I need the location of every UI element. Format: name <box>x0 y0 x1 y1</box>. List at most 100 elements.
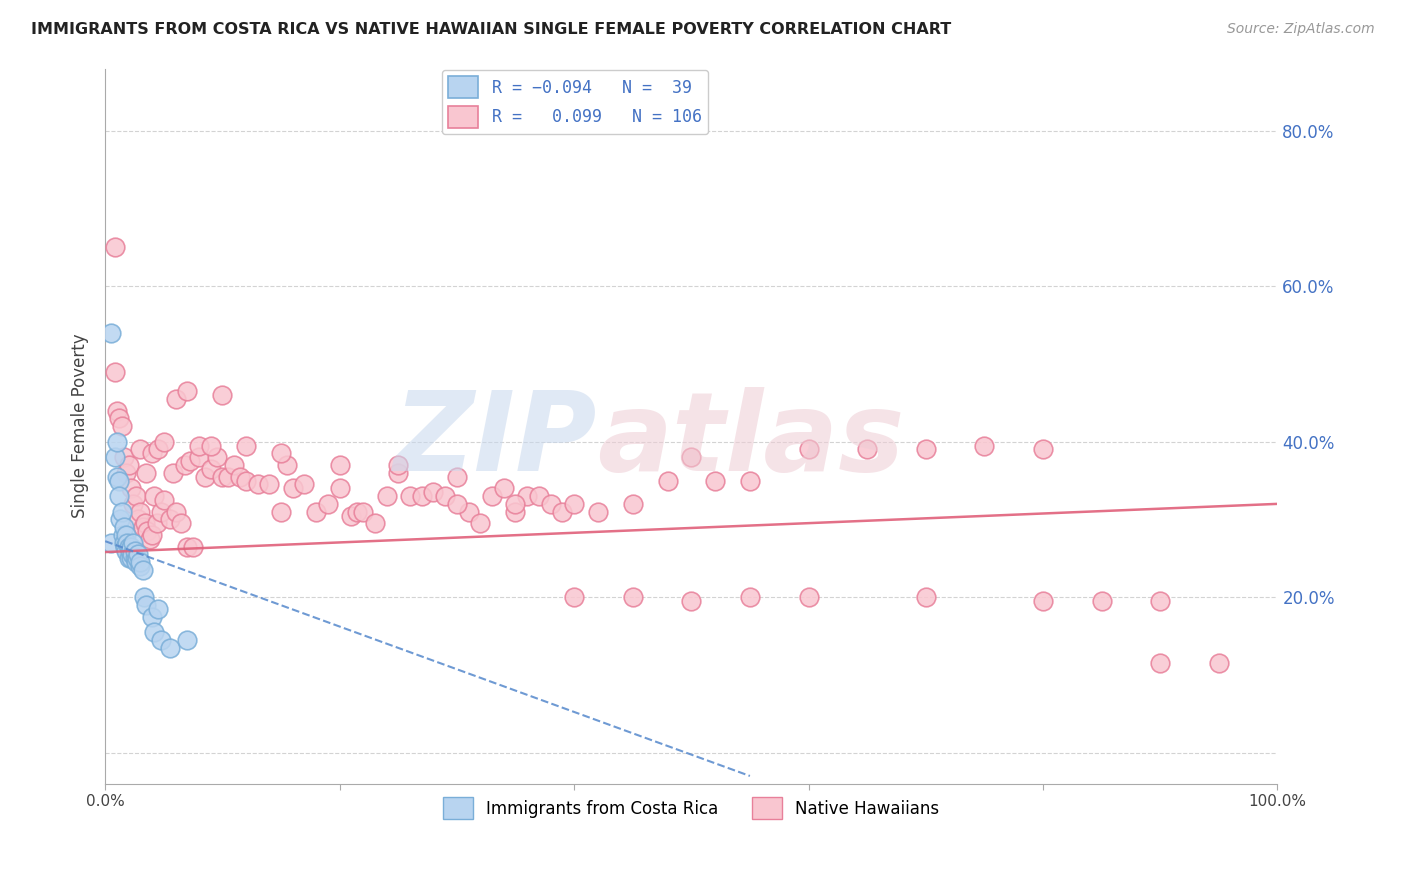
Point <box>527 489 550 503</box>
Point <box>118 458 141 472</box>
Point <box>118 543 141 558</box>
Point <box>120 551 142 566</box>
Point <box>856 442 879 457</box>
Point <box>115 543 138 558</box>
Point <box>200 439 222 453</box>
Point <box>562 497 585 511</box>
Point <box>117 535 139 549</box>
Point <box>122 497 145 511</box>
Text: IMMIGRANTS FROM COSTA RICA VS NATIVE HAWAIIAN SINGLE FEMALE POVERTY CORRELATION : IMMIGRANTS FROM COSTA RICA VS NATIVE HAW… <box>31 22 952 37</box>
Point <box>146 442 169 457</box>
Point <box>112 520 135 534</box>
Point <box>316 497 339 511</box>
Point <box>973 439 995 453</box>
Point <box>159 512 181 526</box>
Point <box>141 528 163 542</box>
Point <box>270 446 292 460</box>
Point <box>118 551 141 566</box>
Point <box>120 481 142 495</box>
Point <box>621 590 644 604</box>
Point <box>174 458 197 472</box>
Point <box>179 454 201 468</box>
Point <box>346 505 368 519</box>
Point <box>104 365 127 379</box>
Point <box>1208 657 1230 671</box>
Point <box>551 505 574 519</box>
Point <box>143 489 166 503</box>
Point <box>105 403 128 417</box>
Point <box>125 489 148 503</box>
Point <box>1090 594 1112 608</box>
Point <box>434 489 457 503</box>
Point <box>329 481 352 495</box>
Point <box>657 474 679 488</box>
Point <box>211 388 233 402</box>
Point <box>1032 594 1054 608</box>
Point <box>114 540 136 554</box>
Point <box>540 497 562 511</box>
Point <box>217 469 239 483</box>
Point <box>422 485 444 500</box>
Point <box>129 555 152 569</box>
Point <box>100 535 122 549</box>
Point <box>340 508 363 523</box>
Point <box>124 543 146 558</box>
Point <box>132 520 155 534</box>
Point <box>112 450 135 465</box>
Point <box>127 512 149 526</box>
Point <box>188 439 211 453</box>
Point <box>211 469 233 483</box>
Point <box>176 540 198 554</box>
Point <box>135 598 157 612</box>
Point <box>305 505 328 519</box>
Point <box>129 559 152 574</box>
Point <box>120 540 142 554</box>
Point <box>100 326 122 340</box>
Point <box>118 540 141 554</box>
Point <box>235 474 257 488</box>
Point <box>165 392 187 406</box>
Point <box>281 481 304 495</box>
Point <box>115 528 138 542</box>
Point <box>176 632 198 647</box>
Point <box>110 512 132 526</box>
Text: atlas: atlas <box>598 387 905 494</box>
Point <box>136 524 159 538</box>
Point <box>150 505 173 519</box>
Point <box>352 505 374 519</box>
Point <box>176 384 198 399</box>
Point <box>143 625 166 640</box>
Point <box>387 466 409 480</box>
Point <box>135 466 157 480</box>
Point <box>446 469 468 483</box>
Point <box>111 528 134 542</box>
Point <box>181 540 204 554</box>
Point <box>797 442 820 457</box>
Point <box>105 469 128 483</box>
Point <box>235 439 257 453</box>
Point <box>132 590 155 604</box>
Point <box>129 505 152 519</box>
Point <box>105 434 128 449</box>
Point <box>621 497 644 511</box>
Point <box>141 609 163 624</box>
Point <box>738 474 761 488</box>
Point <box>411 489 433 503</box>
Point <box>159 640 181 655</box>
Point <box>329 458 352 472</box>
Point <box>104 450 127 465</box>
Point <box>914 590 936 604</box>
Point <box>146 602 169 616</box>
Point <box>125 555 148 569</box>
Point <box>194 469 217 483</box>
Point <box>125 551 148 566</box>
Point <box>259 477 281 491</box>
Point <box>112 535 135 549</box>
Point <box>121 548 143 562</box>
Point <box>188 450 211 465</box>
Point <box>132 563 155 577</box>
Point <box>505 497 527 511</box>
Point <box>276 458 298 472</box>
Point <box>150 632 173 647</box>
Point <box>681 594 703 608</box>
